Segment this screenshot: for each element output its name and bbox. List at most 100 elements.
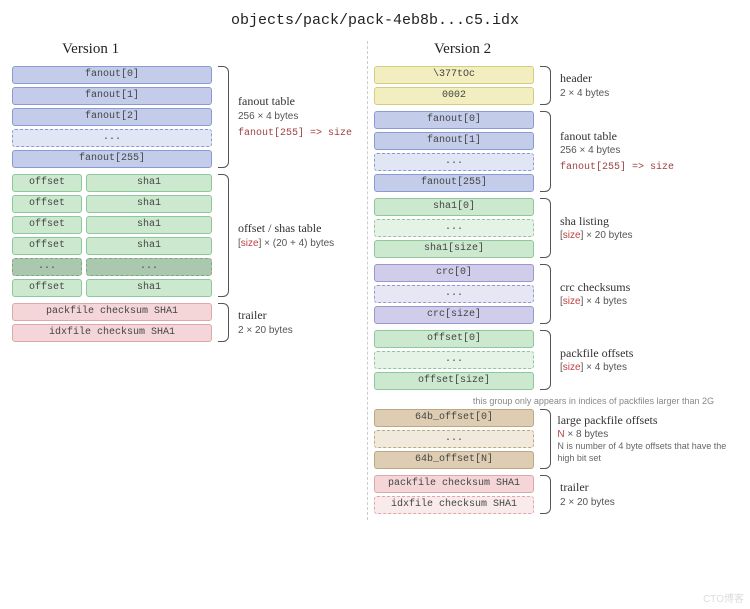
v2-off-annot: packfile offsets [size] × 4 bytes [558, 330, 633, 390]
row: offsetsha1 [12, 216, 212, 234]
annot-title: large packfile offsets [557, 413, 737, 429]
v2-crc-boxes: crc[0]...crc[size] [374, 264, 534, 324]
v2-trailer-section: packfile checksum SHA1 idxfile checksum S… [374, 475, 737, 514]
cell: 64b_offset[N] [374, 451, 534, 469]
v1-trailer-annot: trailer 2 × 20 bytes [236, 303, 293, 342]
annot-ext: fanout[255] => size [560, 161, 674, 174]
v2-loff-annot: large packfile offsets N × 8 bytes N is … [555, 409, 737, 469]
v1-trailer-boxes: packfile checksum SHA1 idxfile checksum S… [12, 303, 212, 342]
cell: fanout[255] [374, 174, 534, 192]
version-2-column: Version 2 \377tOc 0002 header 2 × 4 bytes… [367, 41, 737, 520]
cell: \377tOc [374, 66, 534, 84]
v2-sha-boxes: sha1[0]...sha1[size] [374, 198, 534, 258]
annot-title: crc checksums [560, 280, 630, 296]
v2-sha-annot: sha listing [size] × 20 bytes [558, 198, 633, 258]
annot-title: sha listing [560, 214, 633, 230]
annot-sub: [size] × (20 + 4) bytes [238, 237, 334, 250]
cell: packfile checksum SHA1 [374, 475, 534, 493]
sha-cell: sha1 [86, 237, 212, 255]
annot-sub: 256 × 4 bytes [560, 144, 674, 157]
v2-header-boxes: \377tOc 0002 [374, 66, 534, 105]
v1-fanout-section: fanout[0] fanout[1] fanout[2]... fanout[255… [12, 66, 367, 168]
row: offsetsha1 [12, 279, 212, 297]
v2-crc-annot: crc checksums [size] × 4 bytes [558, 264, 630, 324]
v2-crc-section: crc[0]...crc[size] crc checksums [size] … [374, 264, 737, 324]
v2-trailer-boxes: packfile checksum SHA1 idxfile checksum S… [374, 475, 534, 514]
annot-title: packfile offsets [560, 346, 633, 362]
version-1-column: Version 1 fanout[0] fanout[1] fanout[2]...… [12, 41, 367, 520]
offset-cell: offset [12, 174, 82, 192]
annot-title: header [560, 71, 609, 87]
bracket-icon [538, 198, 554, 258]
row: offsetsha1 [12, 237, 212, 255]
row: offsetsha1 [12, 195, 212, 213]
bracket-icon [538, 409, 551, 469]
offset-cell: offset [12, 279, 82, 297]
offset-cell: offset [12, 237, 82, 255]
v2-off-boxes: offset[0]...offset[size] [374, 330, 534, 390]
v2-sha-section: sha1[0]...sha1[size] sha listing [size] … [374, 198, 737, 258]
v1-trailer-section: packfile checksum SHA1 idxfile checksum S… [12, 303, 367, 342]
sha-cell: sha1 [86, 216, 212, 234]
v2-fanout-section: fanout[0]fanout[1]...fanout[255] fanout … [374, 111, 737, 192]
v2-heading: Version 2 [434, 41, 737, 58]
offset-cell: offset [12, 216, 82, 234]
cell: fanout[0] [374, 111, 534, 129]
annot-sub: 2 × 20 bytes [560, 496, 615, 509]
annot-sub: [size] × 20 bytes [560, 229, 633, 242]
annot-title: fanout table [238, 94, 352, 110]
v1-fanout-annot: fanout table 256 × 4 bytes fanout[255] =… [236, 66, 352, 168]
v2-header-section: \377tOc 0002 header 2 × 4 bytes [374, 66, 737, 105]
v2-fanout-annot: fanout table 256 × 4 bytes fanout[255] =… [558, 111, 674, 192]
cell: idxfile checksum SHA1 [12, 324, 212, 342]
bracket-icon [538, 330, 554, 390]
cell: 0002 [374, 87, 534, 105]
v2-header-annot: header 2 × 4 bytes [558, 66, 609, 105]
cell: fanout[255] [12, 150, 212, 168]
v2-trailer-annot: trailer 2 × 20 bytes [558, 475, 615, 514]
cell: ... [374, 351, 534, 369]
annot-ext: fanout[255] => size [238, 127, 352, 140]
sha-cell: sha1 [86, 195, 212, 213]
cell: fanout[0] [12, 66, 212, 84]
cell: 64b_offset[0] [374, 409, 534, 427]
cell: fanout[1] [12, 87, 212, 105]
cell: ... [374, 285, 534, 303]
v2-loff-boxes: 64b_offset[0]... 64b_offset[N] [374, 409, 534, 469]
cell: idxfile checksum SHA1 [374, 496, 534, 514]
v1-offsets-boxes: offsetsha1offsetsha1offsetsha1offsetsha1… [12, 174, 212, 297]
v1-heading: Version 1 [62, 41, 367, 58]
offset-cell: offset [12, 195, 82, 213]
v2-offsets-section: offset[0]...offset[size] packfile offset… [374, 330, 737, 390]
annot-title: trailer [238, 308, 293, 324]
bracket-icon [538, 111, 554, 192]
annot-title: trailer [560, 480, 615, 496]
v1-offsets-annot: offset / shas table [size] × (20 + 4) by… [236, 174, 334, 297]
annot-sub: [size] × 4 bytes [560, 295, 630, 308]
columns: Version 1 fanout[0] fanout[1] fanout[2]...… [12, 41, 738, 520]
cell: ... [374, 430, 534, 448]
bracket-icon [538, 66, 554, 105]
v1-offsets-section: offsetsha1offsetsha1offsetsha1offsetsha1… [12, 174, 367, 297]
row: offsetsha1 [12, 174, 212, 192]
cell: fanout[2] [12, 108, 212, 126]
annot-title: offset / shas table [238, 221, 334, 237]
bracket-icon [216, 66, 232, 168]
v2-loff-sidenote: this group only appears in indices of pa… [374, 396, 714, 407]
annot-sub: N × 8 bytes [557, 428, 737, 441]
sha-cell: sha1 [86, 279, 212, 297]
cell: packfile checksum SHA1 [12, 303, 212, 321]
annot-sub: 256 × 4 bytes [238, 110, 352, 123]
annot-sub: [size] × 4 bytes [560, 361, 633, 374]
bracket-icon [538, 264, 554, 324]
offset-cell: ... [12, 258, 82, 276]
v2-fanout-boxes: fanout[0]fanout[1]...fanout[255] [374, 111, 534, 192]
cell: sha1[size] [374, 240, 534, 258]
bracket-icon [538, 475, 554, 514]
sha-cell: sha1 [86, 174, 212, 192]
cell: ... [374, 153, 534, 171]
cell: crc[size] [374, 306, 534, 324]
row: ...... [12, 258, 212, 276]
cell: ... [12, 129, 212, 147]
sha-cell: ... [86, 258, 212, 276]
